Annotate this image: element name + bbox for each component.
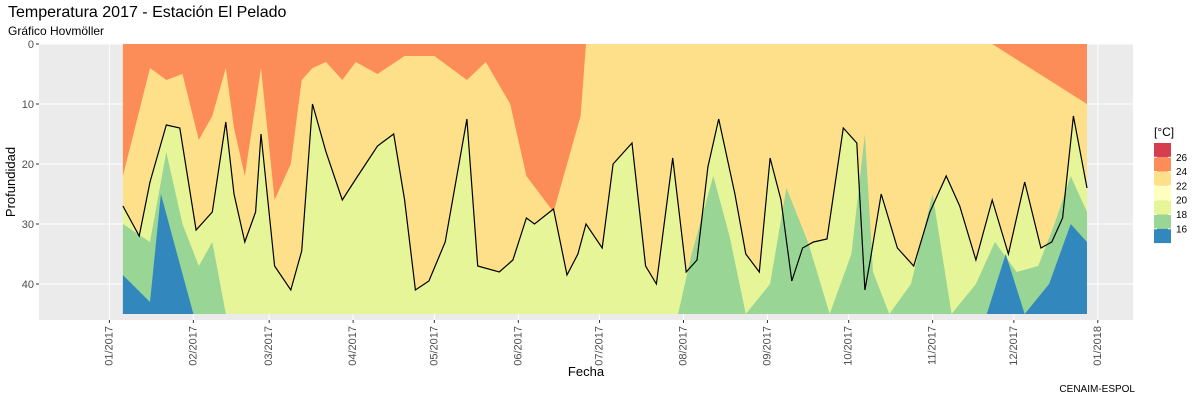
chart-title: Temperatura 2017 - Estación El Pelado bbox=[8, 4, 286, 21]
legend-swatch bbox=[1154, 157, 1171, 172]
x-axis-title: Fecha bbox=[568, 364, 605, 379]
legend-title: [°C] bbox=[1154, 125, 1174, 139]
temperature-field bbox=[122, 44, 1087, 314]
legend-label: 16 bbox=[1176, 224, 1188, 235]
legend-swatch bbox=[1154, 228, 1171, 244]
legend: [°C] 26 24 22 20 18 16 bbox=[1154, 125, 1188, 244]
band-18c-upper bbox=[122, 104, 1087, 314]
isotherm-line bbox=[122, 103, 1088, 292]
x-tick-label: 09/2017 bbox=[761, 326, 773, 366]
legend-swatch bbox=[1154, 200, 1171, 215]
isotherm-layer bbox=[122, 103, 1088, 292]
band-22c bbox=[122, 44, 1087, 290]
axes: 0 10 20 30 40 01/2017 02/2017 03/2017 04/2017 05/… bbox=[22, 39, 1104, 366]
x-tick-label: 06/2017 bbox=[512, 326, 524, 366]
legend-label: 24 bbox=[1176, 167, 1188, 178]
legend-swatch bbox=[1154, 171, 1171, 186]
chart-subtitle: Gráfico Hovmöller bbox=[8, 24, 104, 38]
y-tick-label: 40 bbox=[22, 279, 34, 291]
x-tick-label: 01/2017 bbox=[103, 326, 115, 366]
legend-label: 22 bbox=[1176, 181, 1188, 192]
y-tick-label: 30 bbox=[22, 219, 34, 231]
y-axis-title: Profundidad bbox=[3, 147, 18, 217]
x-tick-label: 04/2017 bbox=[347, 326, 359, 366]
x-tick-label: 03/2017 bbox=[263, 326, 275, 366]
band-16c bbox=[122, 134, 1087, 314]
y-tick-label: 20 bbox=[22, 159, 34, 171]
legend-label: 18 bbox=[1176, 210, 1188, 221]
x-tick-label: 08/2017 bbox=[677, 326, 689, 366]
x-tick-label: 12/2017 bbox=[1008, 326, 1020, 366]
legend-swatch bbox=[1154, 214, 1171, 229]
legend-label: 20 bbox=[1176, 196, 1188, 207]
x-tick-label: 05/2017 bbox=[428, 326, 440, 366]
band-cold-deep bbox=[122, 194, 1087, 314]
y-tick-label: 0 bbox=[28, 39, 34, 51]
y-tick-label: 10 bbox=[22, 99, 34, 111]
x-tick-label: 02/2017 bbox=[187, 326, 199, 366]
band-24c bbox=[122, 44, 1087, 212]
chart-caption: CENAIM-ESPOL bbox=[1059, 384, 1135, 395]
x-tick-label: 10/2017 bbox=[843, 326, 855, 366]
x-tick-label: 07/2017 bbox=[594, 326, 606, 366]
legend-label: 26 bbox=[1176, 153, 1188, 164]
x-tick-label: 01/2018 bbox=[1092, 326, 1104, 366]
legend-swatch bbox=[1154, 185, 1171, 201]
legend-swatch bbox=[1154, 143, 1171, 158]
x-tick-label: 11/2017 bbox=[927, 326, 939, 365]
